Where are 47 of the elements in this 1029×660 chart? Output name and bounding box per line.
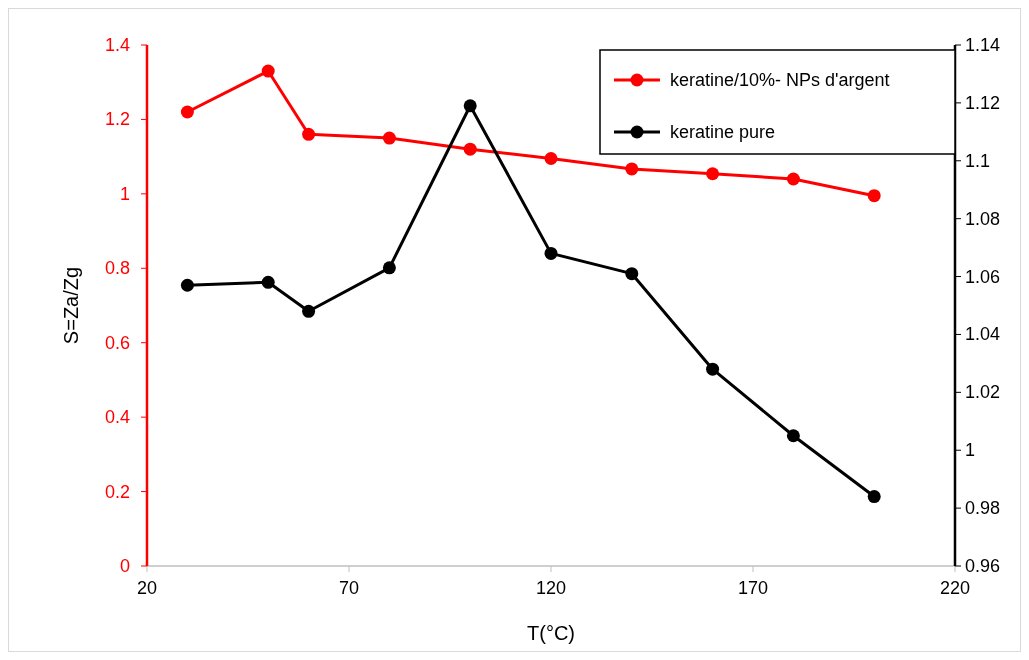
point [382,131,396,145]
x-tick-label: 170 [737,578,769,598]
point [382,261,396,275]
point [302,127,316,141]
y2-tick-label: 0.98 [965,498,1001,519]
point [706,167,720,181]
y2-tick-label: 1.02 [965,382,1001,403]
legend-label: keratine pure [670,122,776,142]
y-tick-label: 1.4 [104,35,130,55]
point [544,246,558,260]
y-tick-label: 1.2 [104,109,130,130]
y2-tick-label: 1.12 [965,92,1001,113]
x-tick-label: 20 [136,578,158,598]
y2-tick-label: 1.06 [965,266,1001,287]
x-tick-label: 70 [338,578,360,598]
y-tick-label: 0.8 [104,258,130,279]
legend-label: keratine/10%- NPs d'argent [670,70,890,90]
point [180,105,194,119]
y2-tick-label: 1.1 [965,150,991,171]
y-axis-title: S=Za/Zg [60,266,82,345]
x-tick-label: 120 [535,578,567,598]
point [786,429,800,443]
point [261,64,275,78]
x-tick-label: 220 [939,578,971,598]
point [625,267,639,281]
y2-tick-label: 1.04 [965,324,1001,345]
point [463,142,477,156]
point [867,189,881,203]
point [544,152,558,165]
y2-tick-label: 0.96 [965,556,1001,576]
y-tick-label: 0 [119,556,130,576]
point [706,362,720,376]
point [867,490,881,504]
y-tick-label: 0.2 [104,481,130,502]
x-axis-title: T(°C) [527,622,575,644]
y-tick-label: 0.6 [104,332,130,353]
point [625,162,639,176]
y-tick-label: 0.4 [104,407,130,428]
y-tick-label: 1 [119,183,130,204]
y2-tick-label: 1.14 [965,35,1001,55]
point [302,304,316,318]
y2-tick-label: 1 [965,440,976,461]
point [261,275,275,289]
point [180,278,194,292]
point [463,99,477,113]
point [786,172,800,186]
y2-tick-label: 1.08 [965,208,1001,229]
